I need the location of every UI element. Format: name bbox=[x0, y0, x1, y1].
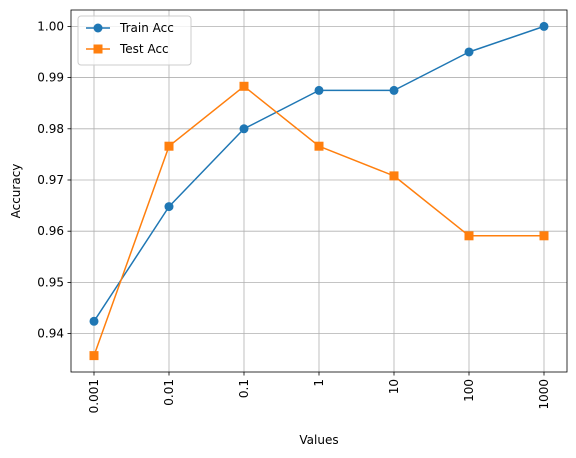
test-acc-point bbox=[539, 231, 549, 241]
y-tick-label: 0.96 bbox=[37, 224, 64, 238]
x-tick-label: 100 bbox=[462, 379, 476, 402]
y-ticks: 0.94 0.95 0.96 0.97 0.98 0.99 1.00 bbox=[37, 19, 71, 341]
train-acc-point bbox=[464, 47, 474, 57]
series-layer bbox=[89, 21, 549, 361]
legend-label-test: Test Acc bbox=[119, 42, 169, 56]
y-tick-label: 1.00 bbox=[37, 19, 64, 33]
y-tick-label: 0.95 bbox=[37, 275, 64, 289]
test-acc-point bbox=[389, 171, 399, 181]
train-acc-point bbox=[314, 85, 324, 95]
train-acc-point bbox=[539, 21, 549, 31]
x-axis-label: Values bbox=[299, 433, 338, 447]
test-acc-point bbox=[164, 141, 174, 151]
test-acc-point bbox=[314, 141, 324, 151]
legend-marker-test bbox=[93, 44, 103, 54]
x-tick-label: 0.01 bbox=[162, 379, 176, 406]
grid bbox=[71, 10, 567, 372]
legend-label-train: Train Acc bbox=[119, 21, 174, 35]
x-tick-label: 1000 bbox=[537, 379, 551, 410]
x-tick-label: 0.001 bbox=[87, 379, 101, 413]
x-tick-label: 10 bbox=[387, 379, 401, 394]
y-tick-label: 0.99 bbox=[37, 71, 64, 85]
test-acc-point bbox=[89, 351, 99, 361]
x-tick-label: 1 bbox=[312, 379, 326, 387]
legend-marker-train bbox=[93, 23, 103, 33]
y-tick-label: 0.97 bbox=[37, 173, 64, 187]
train-acc-point bbox=[389, 85, 399, 95]
y-tick-label: 0.98 bbox=[37, 122, 64, 136]
legend: Train Acc Test Acc bbox=[77, 15, 192, 66]
x-tick-label: 0.1 bbox=[237, 379, 251, 398]
train-acc-point bbox=[239, 124, 249, 134]
test-acc-point bbox=[464, 231, 474, 241]
train-acc-point bbox=[164, 202, 174, 212]
y-tick-label: 0.94 bbox=[37, 327, 64, 341]
test-acc-point bbox=[239, 81, 249, 91]
train-acc-point bbox=[89, 316, 99, 326]
x-ticks: 0.001 0.01 0.1 1 10 100 1000 bbox=[87, 372, 551, 413]
y-axis-label: Accuracy bbox=[9, 164, 23, 219]
